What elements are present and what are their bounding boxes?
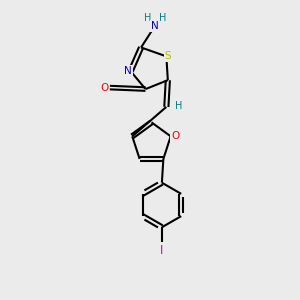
Text: O: O bbox=[100, 82, 109, 93]
Text: I: I bbox=[160, 244, 164, 257]
Text: N: N bbox=[151, 21, 159, 31]
Text: H: H bbox=[144, 13, 152, 23]
Text: H: H bbox=[175, 101, 182, 111]
Text: S: S bbox=[164, 51, 171, 61]
Text: N: N bbox=[124, 66, 132, 76]
Text: H: H bbox=[159, 13, 166, 23]
Text: O: O bbox=[171, 131, 179, 141]
